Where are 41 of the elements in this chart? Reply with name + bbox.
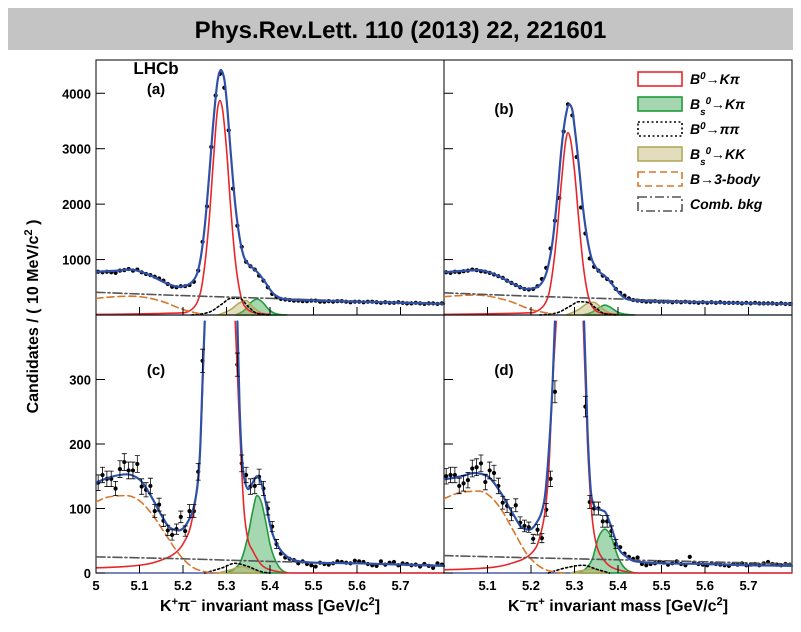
x-tick-label: 5.7: [391, 578, 410, 593]
y-tick-label: 100: [69, 502, 91, 516]
y-tick-label: 4000: [62, 86, 91, 102]
legend-label: Comb. bkg: [690, 196, 763, 212]
legend-label: B$^{0}$→Kπ: [690, 70, 741, 87]
annotation: (a): [146, 81, 166, 98]
x-tick-label: 5.3: [565, 578, 584, 593]
y-tick-label: 300: [69, 372, 91, 388]
annotation: LHCb: [133, 59, 179, 78]
legend-label: B$_{s}$$^{0}$→Kπ: [690, 96, 746, 118]
x-tick-label: 5.1: [130, 578, 149, 593]
x-tick-label: 5.7: [739, 578, 758, 593]
line-series: [96, 291, 445, 304]
x-tick-label: 5.3: [217, 578, 236, 593]
legend-label: B→3-body: [690, 171, 762, 187]
x-tick-label: 5.5: [652, 578, 671, 593]
x-tick-label: 5.6: [696, 578, 714, 593]
x-tick-label: 5.2: [174, 578, 192, 593]
x-tick-label: 5.5: [304, 578, 323, 593]
x-tick-label: 5: [92, 578, 100, 593]
y-tick-label: 1000: [62, 252, 91, 268]
legend-label: B$_{s}$$^{0}$→KK: [690, 146, 746, 168]
line-series: [96, 494, 219, 574]
x-axis-title: K$^{−}$π$^{+}$ invariant mass [GeV/c$^{2}$]: [508, 596, 728, 615]
x-tick-label: 5.1: [478, 578, 497, 593]
annotation: (c): [146, 362, 166, 379]
line-series: [96, 295, 202, 315]
annotation: (b): [494, 101, 514, 118]
x-tick-label: 5.2: [522, 578, 540, 593]
x-axis-title: K$^{+}$π$^{−}$ invariant mass [GeV/c$^{2}$]: [160, 596, 380, 615]
y-tick-label: 2000: [62, 197, 91, 212]
x-tick-label: 5.4: [260, 578, 280, 593]
x-tick-label: 5.6: [348, 578, 366, 593]
y-tick-label: 200: [69, 437, 91, 452]
line-series: [96, 100, 271, 316]
y-tick-label: 0: [84, 566, 91, 581]
y-tick-label: 3000: [62, 142, 91, 157]
chart-title: Phys.Rev.Lett. 110 (2013) 22, 221601: [194, 17, 606, 44]
x-tick-label: 5.4: [608, 578, 628, 593]
annotation: (d): [494, 362, 514, 379]
legend-label: B$^{0}$→ππ: [690, 120, 741, 137]
